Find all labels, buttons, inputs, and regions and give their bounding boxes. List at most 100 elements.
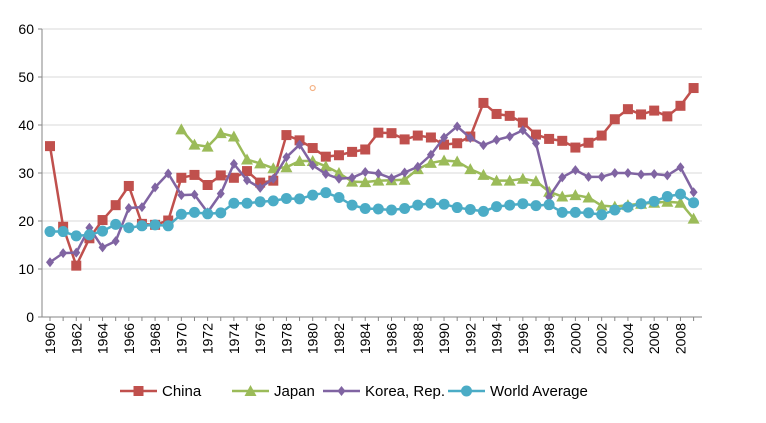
- legend-marker-china: [133, 386, 144, 396]
- annotation-marker-0: [309, 84, 316, 92]
- point-china-1986: [386, 128, 397, 139]
- point-world-average-1964: [97, 225, 109, 237]
- point-world-average-2003: [609, 204, 621, 216]
- point-china-2002: [596, 130, 607, 141]
- y-tick-label: 30: [18, 165, 34, 181]
- point-korea-rep-1964: [98, 242, 107, 253]
- point-korea-rep-1995: [505, 131, 514, 142]
- point-china-1983: [347, 146, 358, 157]
- point-world-average-1986: [386, 204, 398, 216]
- point-japan-1971: [188, 138, 201, 150]
- x-tick-label: 2006: [646, 323, 662, 354]
- point-china-1966: [123, 180, 134, 191]
- point-japan-1991: [451, 155, 464, 167]
- x-tick-label: 1966: [121, 323, 137, 354]
- point-korea-rep-2002: [597, 171, 606, 182]
- legend-marker-korea-rep: [337, 386, 346, 396]
- point-korea-rep-2004: [623, 168, 632, 178]
- y-tick-label: 20: [18, 213, 34, 229]
- point-china-2000: [570, 142, 581, 153]
- point-korea-rep-1993: [479, 140, 488, 151]
- point-japan-2001: [582, 191, 595, 203]
- point-china-1993: [478, 97, 489, 108]
- x-axis-ticks: 1960 1962 1964 1966 1968 1970 1972 1974 1976 1978…: [42, 317, 695, 354]
- point-world-average-1999: [556, 206, 568, 218]
- x-tick-label: 1974: [226, 323, 242, 354]
- point-china-1962: [71, 260, 82, 271]
- x-tick-label: 1962: [68, 323, 84, 354]
- point-china-2005: [636, 109, 647, 120]
- x-tick-label: 2008: [672, 323, 688, 354]
- series-korea-rep: [46, 121, 698, 268]
- legend-item-world-average: World Average: [448, 383, 588, 400]
- y-tick-label: 0: [26, 309, 34, 325]
- legend: China Japan Korea, Rep. World Average: [120, 383, 588, 400]
- point-world-average-1976: [254, 196, 266, 208]
- point-japan-1973: [214, 127, 227, 139]
- y-axis-ticks: 0 10 20 30 40 50 60: [18, 21, 42, 325]
- point-korea-rep-1971: [190, 189, 199, 200]
- point-korea-rep-1976: [256, 182, 265, 193]
- point-world-average-1961: [57, 226, 69, 238]
- legend-marker-japan: [244, 385, 257, 396]
- point-korea-rep-1999: [558, 172, 567, 183]
- legend-label-china: China: [162, 383, 202, 400]
- point-world-average-1968: [149, 219, 161, 231]
- point-world-average-1971: [188, 206, 200, 218]
- point-japan-1992: [464, 163, 477, 175]
- point-japan-1994: [490, 174, 503, 186]
- point-world-average-1966: [123, 222, 135, 234]
- point-korea-rep-1994: [492, 134, 501, 145]
- point-china-2003: [609, 114, 620, 125]
- x-tick-label: 1970: [173, 323, 189, 354]
- point-korea-rep-1988: [413, 161, 422, 172]
- point-china-2007: [662, 111, 673, 122]
- point-japan-1984: [359, 176, 372, 188]
- point-china-1973: [215, 170, 226, 181]
- point-japan-1978: [280, 161, 293, 173]
- point-korea-rep-1983: [348, 172, 357, 183]
- point-japan-1990: [438, 154, 451, 166]
- point-korea-rep-1998: [545, 192, 554, 202]
- point-china-1964: [97, 215, 108, 226]
- point-world-average-1963: [83, 229, 95, 241]
- point-korea-rep-2003: [610, 168, 619, 178]
- point-world-average-1970: [175, 208, 187, 220]
- point-world-average-1982: [333, 191, 345, 203]
- point-japan-1996: [516, 172, 529, 184]
- point-world-average-1983: [346, 199, 358, 211]
- x-tick-label: 1986: [384, 323, 400, 354]
- y-tick-label: 40: [18, 117, 34, 133]
- point-china-1982: [333, 150, 344, 161]
- point-japan-1993: [477, 168, 490, 180]
- x-tick-label: 2004: [620, 323, 636, 354]
- x-tick-label: 2002: [594, 323, 610, 354]
- point-china-2004: [622, 104, 633, 115]
- x-tick-label: 1992: [462, 323, 478, 354]
- point-world-average-1974: [228, 197, 240, 209]
- point-korea-rep-1986: [387, 173, 396, 184]
- point-korea-rep-1974: [229, 158, 238, 169]
- point-korea-rep-1980: [308, 160, 317, 171]
- x-tick-label: 1980: [305, 323, 321, 354]
- point-korea-rep-1973: [216, 188, 225, 199]
- point-korea-rep-1970: [177, 190, 186, 201]
- point-china-1987: [399, 134, 410, 145]
- point-korea-rep-1961: [59, 248, 68, 259]
- point-world-average-1998: [543, 199, 555, 211]
- point-world-average-1984: [359, 203, 371, 215]
- point-china-1976: [255, 177, 266, 188]
- point-korea-rep-1977: [269, 173, 278, 184]
- x-tick-label: 1996: [515, 323, 531, 354]
- x-tick-label: 1964: [95, 323, 111, 354]
- point-china-1988: [412, 130, 423, 141]
- x-tick-label: 1984: [357, 323, 373, 354]
- point-world-average-1981: [320, 187, 332, 199]
- point-world-average-1990: [438, 198, 450, 210]
- point-korea-rep-2000: [571, 165, 580, 176]
- point-korea-rep-1990: [440, 132, 449, 143]
- point-world-average-2001: [583, 207, 595, 219]
- point-world-average-2002: [596, 209, 608, 221]
- point-korea-rep-1967: [137, 202, 146, 213]
- point-korea-rep-2009: [689, 187, 698, 198]
